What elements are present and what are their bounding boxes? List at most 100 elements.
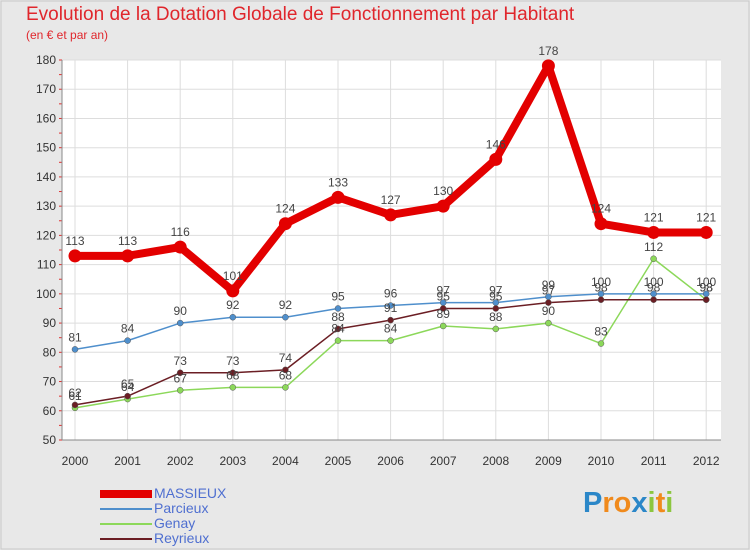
data-point: [229, 384, 237, 391]
data-point: [173, 240, 187, 254]
legend-item-reyrieux: Reyrieux: [100, 531, 226, 546]
logo-letter: x: [631, 487, 648, 519]
data-point: [334, 325, 342, 333]
data-point: [545, 299, 552, 306]
data-label: 96: [384, 287, 398, 301]
data-point: [650, 296, 657, 303]
data-label: 98: [700, 281, 714, 295]
x-tick-label: 2010: [588, 454, 615, 468]
y-tick-label: 160: [36, 111, 56, 125]
y-tick-label: 80: [43, 345, 57, 359]
data-label: 89: [437, 307, 451, 321]
data-label: 121: [696, 210, 716, 224]
legend-swatch: [100, 522, 152, 525]
data-label: 83: [594, 325, 608, 339]
y-tick-label: 50: [43, 433, 57, 447]
data-label: 127: [381, 193, 401, 207]
data-point: [702, 296, 710, 303]
data-label: 92: [279, 298, 293, 312]
data-label: 146: [486, 137, 506, 151]
x-tick-label: 2012: [693, 454, 720, 468]
data-point: [229, 313, 237, 321]
data-point: [278, 217, 292, 231]
x-tick-label: 2006: [377, 454, 404, 468]
data-point: [331, 190, 345, 204]
data-label: 90: [174, 304, 188, 318]
data-point: [226, 284, 240, 298]
legend-swatch: [100, 489, 152, 498]
data-label: 74: [279, 351, 293, 365]
data-label: 65: [121, 377, 135, 391]
data-point: [282, 384, 289, 391]
data-point: [384, 208, 398, 222]
data-label: 178: [538, 44, 558, 58]
data-label: 97: [437, 284, 451, 298]
data-label: 67: [174, 371, 188, 385]
data-label: 100: [591, 275, 611, 289]
data-label: 133: [328, 175, 348, 189]
x-tick-label: 2009: [535, 454, 562, 468]
data-point: [229, 369, 237, 377]
data-label: 101: [223, 269, 243, 283]
data-label: 100: [696, 275, 716, 289]
y-tick-label: 120: [36, 228, 56, 242]
data-label: 100: [644, 275, 664, 289]
data-label: 95: [437, 289, 451, 303]
chart-subtitle: (en € et par an): [26, 28, 109, 42]
data-point: [176, 369, 184, 377]
data-point: [594, 217, 608, 231]
data-label: 90: [542, 304, 556, 318]
data-label: 73: [174, 354, 188, 368]
y-tick-label: 130: [36, 199, 56, 213]
x-tick-label: 2008: [482, 454, 509, 468]
legend-swatch: [100, 507, 152, 510]
data-point: [439, 305, 447, 312]
y-tick-label: 170: [36, 82, 56, 96]
y-tick-label: 70: [43, 375, 57, 389]
data-label: 84: [331, 322, 345, 336]
data-point: [489, 152, 503, 166]
data-label: 121: [644, 210, 664, 224]
data-point: [647, 225, 661, 239]
logo-letter: P: [583, 487, 603, 519]
data-point: [176, 319, 184, 327]
data-point: [387, 337, 394, 344]
data-point: [334, 305, 342, 312]
y-tick-label: 60: [43, 404, 57, 418]
data-point: [282, 313, 289, 321]
x-tick-label: 2007: [430, 454, 457, 468]
data-point: [68, 249, 82, 263]
data-point: [387, 316, 394, 324]
data-label: 68: [226, 368, 240, 382]
legend-item-genay: Genay: [100, 516, 226, 531]
y-tick-label: 110: [37, 258, 56, 272]
data-point: [436, 199, 450, 213]
data-point: [545, 319, 552, 327]
data-label: 130: [433, 184, 453, 198]
x-tick-label: 2005: [325, 454, 352, 468]
data-label: 91: [384, 301, 398, 315]
data-label: 124: [591, 202, 611, 216]
logo-letter: i: [647, 487, 656, 519]
data-label: 124: [275, 202, 295, 216]
chart-title: Evolution de la Dotation Globale de Fonc…: [26, 4, 575, 25]
data-label: 84: [121, 322, 135, 336]
data-point: [282, 366, 289, 374]
legend-label: Parcieux: [154, 500, 209, 516]
legend-label: Reyrieux: [154, 530, 210, 546]
data-label: 112: [644, 240, 663, 254]
data-point: [492, 305, 500, 312]
data-label: 97: [542, 284, 556, 298]
data-point: [121, 249, 135, 263]
data-point: [334, 337, 342, 344]
x-tick-label: 2000: [62, 454, 89, 468]
data-point: [439, 322, 447, 330]
y-tick-label: 180: [36, 53, 56, 67]
legend-label: MASSIEUX: [154, 485, 227, 501]
data-label: 97: [489, 284, 503, 298]
y-tick-label: 90: [43, 316, 57, 330]
proxiti-logo: Proxiti: [583, 487, 673, 520]
legend-item-parcieux: Parcieux: [100, 501, 226, 516]
data-point: [71, 346, 79, 353]
